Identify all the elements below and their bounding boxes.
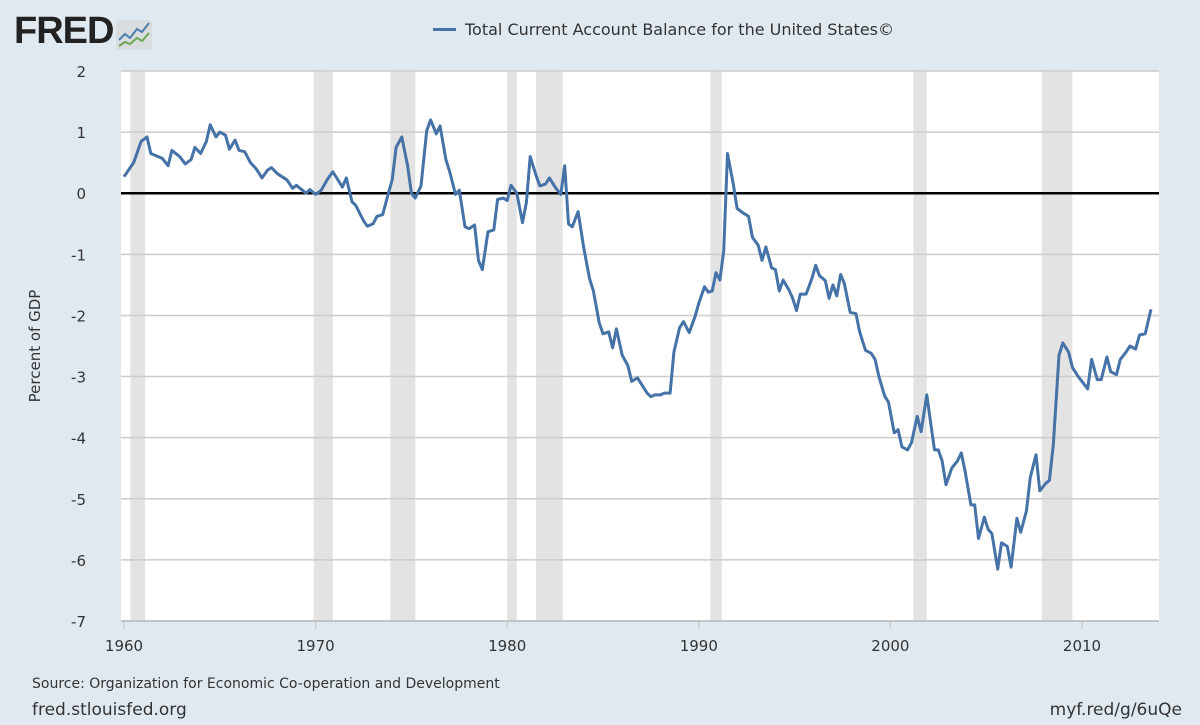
site-link[interactable]: fred.stlouisfed.org	[32, 700, 187, 720]
x-tick-label: 1960	[105, 637, 143, 655]
y-tick-label: -1	[71, 246, 86, 264]
y-tick-label: 0	[76, 185, 86, 203]
y-tick-label: 2	[76, 63, 86, 81]
x-tick-label: 1970	[297, 637, 335, 655]
y-tick-label: -4	[71, 430, 86, 448]
recession-band	[913, 71, 927, 621]
short-link[interactable]: myf.red/g/6uQe	[1049, 700, 1182, 720]
recession-band	[1041, 71, 1073, 621]
x-tick-label: 2010	[1063, 637, 1101, 655]
chart-legend: Total Current Account Balance for the Un…	[433, 20, 894, 39]
x-tick-label: 2000	[871, 637, 909, 655]
recession-band	[535, 71, 563, 621]
y-tick-label: -6	[71, 552, 86, 570]
y-tick-label: -5	[71, 491, 86, 509]
fred-logo[interactable]: FRED	[14, 10, 153, 52]
y-tick-label: -7	[71, 613, 86, 631]
legend-label: Total Current Account Balance for the Un…	[465, 20, 894, 39]
legend-swatch	[433, 28, 456, 31]
plot-area	[121, 71, 1159, 621]
fred-logo-text: FRED	[14, 10, 114, 52]
recession-band	[313, 71, 333, 621]
x-tick-label: 1980	[488, 637, 526, 655]
recession-band	[507, 71, 517, 621]
y-tick-label: -3	[71, 369, 86, 387]
y-tick-label: 1	[76, 124, 86, 142]
source-note: Source: Organization for Economic Co-ope…	[32, 676, 500, 692]
fred-logo-chart-icon	[116, 20, 153, 50]
x-tick-label: 1990	[680, 637, 718, 655]
series-line	[122, 118, 1153, 571]
y-axis-label: Percent of GDP	[26, 290, 44, 403]
recession-band	[130, 71, 146, 621]
y-tick-label: -2	[71, 307, 86, 325]
recession-band	[710, 71, 722, 621]
